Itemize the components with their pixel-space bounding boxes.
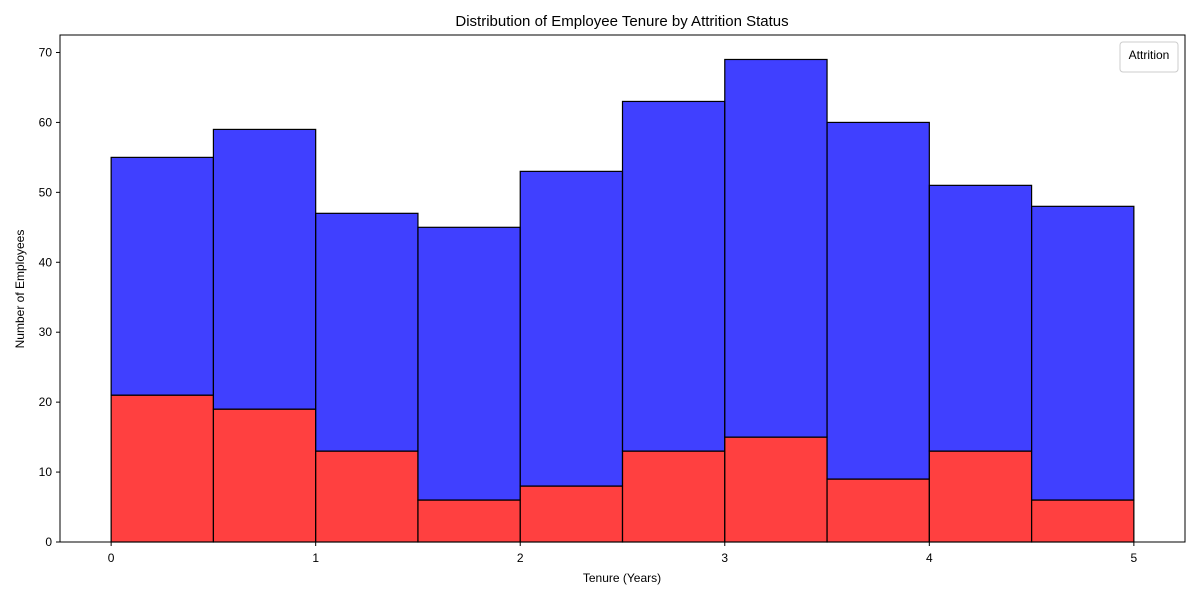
y-tick-label-6: 60	[39, 115, 53, 129]
bar-segment-0-bin-3	[417, 499, 521, 543]
legend-box	[1119, 41, 1179, 73]
bar-segment-0-bin-5	[621, 450, 726, 543]
x-tick-label-4: 4	[926, 551, 933, 565]
y-tick-label-1: 10	[39, 465, 53, 479]
bar-segment-1-bin-9	[1030, 205, 1135, 501]
bar-segment-0-bin-1	[212, 408, 317, 543]
x-tick-label-0: 0	[108, 551, 115, 565]
bar-segment-1-bin-8	[928, 184, 1033, 452]
bar-segment-1-bin-7	[826, 121, 930, 480]
bar-segment-1-bin-1	[212, 128, 317, 410]
plot-frame	[59, 34, 1186, 543]
bar-segment-0-bin-9	[1030, 499, 1135, 543]
y-axis-label: Number of Employees	[13, 230, 27, 349]
chart-title: Distribution of Employee Tenure by Attri…	[455, 13, 788, 30]
legend: Attrition	[1119, 41, 1179, 73]
bar-segment-1-bin-2	[315, 212, 419, 452]
bars-group	[110, 58, 1135, 543]
x-tick-label-5: 5	[1131, 551, 1138, 565]
bar-segment-0-bin-2	[315, 450, 419, 543]
bar-segment-1-bin-6	[724, 58, 828, 438]
y-tick-label-2: 20	[39, 395, 53, 409]
y-tick-label-5: 50	[39, 185, 53, 199]
bar-segment-0-bin-6	[724, 436, 828, 543]
y-tick-label-7: 70	[39, 45, 53, 59]
bar-segment-0-bin-8	[928, 450, 1033, 543]
bar-segment-1-bin-0	[110, 156, 215, 396]
x-axis-label: Tenure (Years)	[583, 571, 661, 585]
x-tick-label-3: 3	[721, 551, 728, 565]
legend-title: Attrition	[1129, 48, 1170, 62]
y-tick-label-4: 40	[39, 255, 53, 269]
y-tick-label-0: 0	[45, 535, 52, 549]
bar-segment-0-bin-7	[826, 478, 930, 543]
y-tick-label-3: 30	[39, 325, 53, 339]
x-tick-label-2: 2	[517, 551, 524, 565]
bar-segment-1-bin-4	[519, 170, 624, 487]
x-tick-label-1: 1	[312, 551, 319, 565]
x-ticks: 0 1 2 3 4 5	[108, 542, 1138, 565]
y-ticks: 0 10 20 30 40 50 60 70	[39, 45, 60, 549]
bar-segment-1-bin-5	[621, 100, 726, 452]
bar-segment-0-bin-4	[519, 485, 624, 543]
bar-segment-1-bin-3	[417, 226, 521, 501]
bar-segment-0-bin-0	[110, 394, 215, 543]
